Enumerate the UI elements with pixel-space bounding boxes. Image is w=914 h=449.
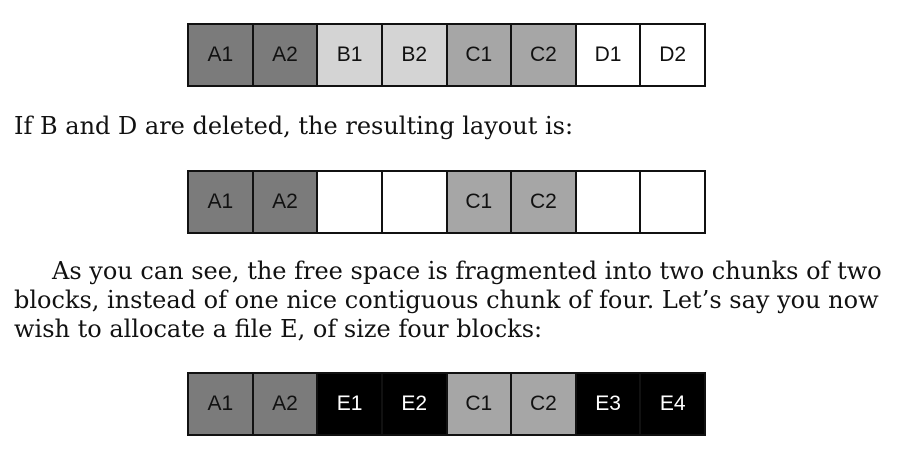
- block-a1: A1: [189, 374, 254, 434]
- block-a2: A2: [253, 374, 319, 434]
- disk-layout-after-delete: A1 A2 C1 C2: [187, 170, 706, 234]
- block-free: [576, 172, 642, 232]
- block-c2: C2: [512, 25, 577, 85]
- block-b1: B1: [318, 25, 383, 85]
- block-e2: E2: [382, 374, 448, 434]
- block-e4: E4: [641, 374, 706, 434]
- block-free: [382, 172, 448, 232]
- block-e1: E1: [318, 374, 383, 434]
- block-c1: C1: [447, 25, 513, 85]
- block-d2: D2: [641, 25, 706, 85]
- paragraph-line-2: blocks, instead of one nice contiguous c…: [14, 286, 879, 314]
- block-free: [641, 172, 706, 232]
- disk-layout-initial: A1 A2 B1 B2 C1 C2 D1 D2: [187, 23, 706, 87]
- block-b2: B2: [382, 25, 448, 85]
- block-d1: D1: [576, 25, 642, 85]
- block-c1: C1: [447, 374, 513, 434]
- block-c1: C1: [447, 172, 513, 232]
- caption-after-delete: If B and D are deleted, the resulting la…: [14, 112, 574, 140]
- paragraph-line-1: As you can see, the free space is fragme…: [14, 256, 882, 286]
- paragraph-line-1-text: As you can see, the free space is fragme…: [52, 257, 882, 285]
- block-a1: A1: [189, 25, 254, 85]
- block-c2: C2: [512, 374, 577, 434]
- block-c2: C2: [512, 172, 577, 232]
- block-free: [318, 172, 383, 232]
- disk-layout-after-allocate: A1 A2 E1 E2 C1 C2 E3 E4: [187, 372, 706, 436]
- block-a2: A2: [253, 172, 319, 232]
- paragraph-line-3: wish to allocate a file E, of size four …: [14, 315, 543, 343]
- block-a2: A2: [253, 25, 319, 85]
- block-a1: A1: [189, 172, 254, 232]
- block-e3: E3: [576, 374, 642, 434]
